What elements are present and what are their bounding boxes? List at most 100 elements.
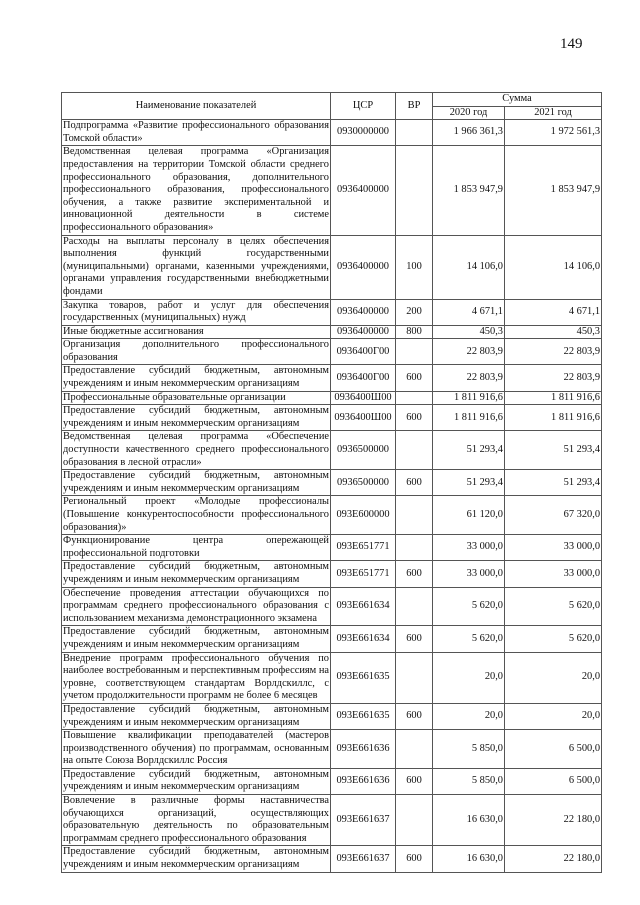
row-csr: 0936400Г00 <box>330 364 396 392</box>
header-2021: 2021 год <box>503 105 603 121</box>
table-row: Внедрение программ профессионального обу… <box>61 651 603 704</box>
row-vr: 600 <box>395 560 433 588</box>
row-sum-2020: 20,0 <box>432 702 505 731</box>
row-name: Расходы на выплаты персоналу в целях обе… <box>61 234 331 300</box>
row-sum-2021: 1 811 916,6 <box>503 404 603 432</box>
row-csr: 0936500000 <box>330 430 396 471</box>
row-sum-2020: 5 850,0 <box>432 729 505 769</box>
table-row: Иные бюджетные ассигнования 0936400000 800… <box>61 324 603 340</box>
header-2020: 2020 год <box>432 105 505 121</box>
row-csr: 0936500000 <box>330 469 396 497</box>
row-sum-2020: 33 000,0 <box>432 560 505 588</box>
row-name: Повышение квалификации преподавателей (м… <box>61 729 331 769</box>
table-row: Расходы на выплаты персоналу в целях обе… <box>61 234 603 300</box>
table-row: Повышение квалификации преподавателей (м… <box>61 729 603 769</box>
row-sum-2020: 5 620,0 <box>432 625 505 653</box>
row-name: Иные бюджетные ассигнования <box>61 324 331 340</box>
row-name: Предоставление субсидий бюджетным, автон… <box>61 625 331 653</box>
row-sum-2020: 14 106,0 <box>432 234 505 300</box>
row-sum-2020: 1 853 947,9 <box>432 145 505 236</box>
row-sum-2021: 14 106,0 <box>503 234 603 300</box>
row-sum-2021: 1 972 561,3 <box>503 119 603 147</box>
row-name: Функционирование центра опережающей проф… <box>61 534 331 562</box>
row-sum-2020: 1 811 916,6 <box>432 404 505 432</box>
row-vr <box>395 430 433 471</box>
row-name: Обеспечение проведения аттестации обучаю… <box>61 586 331 627</box>
row-csr: 093E661636 <box>330 729 396 769</box>
row-csr: 0936400000 <box>330 298 396 326</box>
row-sum-2020: 20,0 <box>432 651 505 704</box>
row-vr <box>395 495 433 536</box>
row-vr <box>395 534 433 562</box>
row-name: Подпрограмма «Развитие профессионального… <box>61 119 331 147</box>
row-sum-2021: 22 803,9 <box>503 338 603 366</box>
table-row: Предоставление субсидий бюджетным, автон… <box>61 767 603 796</box>
row-csr: 093E661637 <box>330 845 396 873</box>
row-sum-2021: 6 500,0 <box>503 767 603 796</box>
row-vr: 600 <box>395 364 433 392</box>
row-name: Предоставление субсидий бюджетным, автон… <box>61 767 331 796</box>
table-row: Предоставление субсидий бюджетным, автон… <box>61 404 603 432</box>
header-name: Наименование показателей <box>61 91 331 121</box>
row-csr: 093E661634 <box>330 586 396 627</box>
row-sum-2021: 5 620,0 <box>503 625 603 653</box>
row-name: Организация дополнительного профессионал… <box>61 338 331 366</box>
row-sum-2021: 5 620,0 <box>503 586 603 627</box>
row-vr: 800 <box>395 324 433 340</box>
row-sum-2020: 450,3 <box>432 324 505 340</box>
row-sum-2021: 67 320,0 <box>503 495 603 536</box>
row-csr: 0936400000 <box>330 234 396 300</box>
row-csr: 093E661634 <box>330 625 396 653</box>
row-name: Предоставление субсидий бюджетным, автон… <box>61 364 331 392</box>
table-row: Предоставление субсидий бюджетным, автон… <box>61 469 603 497</box>
row-csr: 0930000000 <box>330 119 396 147</box>
table-row: Обеспечение проведения аттестации обучаю… <box>61 586 603 627</box>
row-csr: 093E661635 <box>330 702 396 731</box>
table-row: Функционирование центра опережающей проф… <box>61 534 603 562</box>
row-sum-2021: 22 180,0 <box>503 794 603 847</box>
row-sum-2020: 5 850,0 <box>432 767 505 796</box>
table-row: Региональный проект «Молодые профессиона… <box>61 495 603 536</box>
row-name: Предоставление субсидий бюджетным, автон… <box>61 404 331 432</box>
row-vr <box>395 390 433 406</box>
row-sum-2021: 22 803,9 <box>503 364 603 392</box>
row-sum-2020: 33 000,0 <box>432 534 505 562</box>
row-sum-2021: 4 671,1 <box>503 298 603 326</box>
row-sum-2020: 1 811 916,6 <box>432 390 505 406</box>
row-sum-2021: 33 000,0 <box>503 560 603 588</box>
row-sum-2021: 1 811 916,6 <box>503 390 603 406</box>
row-csr: 093E651771 <box>330 534 396 562</box>
header-sum: Сумма <box>431 92 603 107</box>
row-name: Ведомственная целевая программа «Организ… <box>61 145 331 236</box>
table-row: Предоставление субсидий бюджетным, автон… <box>61 560 603 588</box>
row-name: Предоставление субсидий бюджетным, автон… <box>61 560 331 588</box>
row-sum-2021: 6 500,0 <box>503 729 603 769</box>
table-row: Ведомственная целевая программа «Организ… <box>61 145 603 236</box>
row-csr: 093E661636 <box>330 767 396 796</box>
row-vr <box>395 338 433 366</box>
row-sum-2021: 1 853 947,9 <box>503 145 603 236</box>
row-csr: 093E651771 <box>330 560 396 588</box>
row-csr: 093E600000 <box>330 495 396 536</box>
row-sum-2020: 22 803,9 <box>432 338 505 366</box>
row-name: Вовлечение в различные формы наставничес… <box>61 794 331 847</box>
table-row: Предоставление субсидий бюджетным, автон… <box>61 702 603 731</box>
row-vr: 200 <box>395 298 433 326</box>
header-csr: ЦСР <box>330 91 396 121</box>
table-row: Предоставление субсидий бюджетным, автон… <box>61 625 603 653</box>
row-name: Ведомственная целевая программа «Обеспеч… <box>61 430 331 471</box>
row-vr <box>395 586 433 627</box>
page-number: 149 <box>560 36 583 52</box>
row-csr: 0936400000 <box>330 145 396 236</box>
row-name: Региональный проект «Молодые профессиона… <box>61 495 331 536</box>
row-sum-2020: 51 293,4 <box>432 469 505 497</box>
table-row: Предоставление субсидий бюджетным, автон… <box>61 364 603 392</box>
row-vr: 100 <box>395 234 433 300</box>
row-sum-2020: 22 803,9 <box>432 364 505 392</box>
row-vr: 600 <box>395 767 433 796</box>
row-sum-2020: 61 120,0 <box>432 495 505 536</box>
table-row: Подпрограмма «Развитие профессионального… <box>61 119 603 147</box>
header-vr: ВР <box>395 91 433 121</box>
row-name: Закупка товаров, работ и услуг для обесп… <box>61 298 331 326</box>
row-vr: 600 <box>395 845 433 873</box>
